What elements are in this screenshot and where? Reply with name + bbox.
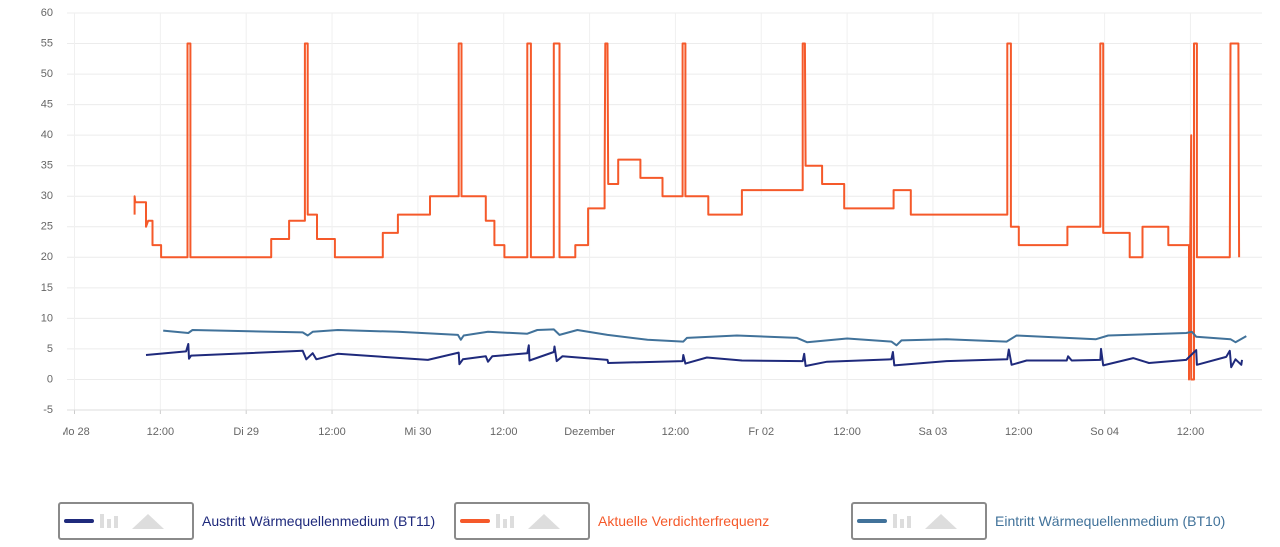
x-axis: Mo 28 12:00 Di 29 12:00 Mi 30 12:00 Dezember 12…	[59, 410, 1205, 438]
legend-bar-icon	[503, 519, 507, 528]
x-tick-label: 12:00	[833, 426, 861, 438]
legend-area-icon	[528, 514, 560, 529]
legend-bar-icon	[114, 516, 118, 528]
y-tick-label: 15	[41, 282, 53, 294]
y-tick-label: 30	[41, 190, 53, 202]
x-tick-label: 12:00	[1177, 426, 1205, 438]
y-tick-label: 40	[41, 129, 53, 141]
legend-label: Eintritt Wärmequellenmedium (BT10)	[995, 513, 1226, 529]
y-tick-label: 50	[41, 68, 53, 80]
y-tick-label: 55	[41, 37, 53, 49]
x-tick-label: Mi 30	[404, 426, 431, 438]
legend-bar-icon	[107, 519, 111, 528]
x-tick-label: 12:00	[662, 426, 690, 438]
y-tick-label: -5	[43, 404, 53, 416]
legend-swatch	[58, 502, 194, 540]
legend-bar-icon	[496, 514, 500, 528]
y-tick-label: 0	[47, 373, 53, 385]
series-line	[145, 343, 1243, 369]
chart: Mo 28 12:00 Di 29 12:00 Mi 30 12:00 Dezember 12…	[41, 7, 1262, 438]
legend-swatch	[851, 502, 987, 540]
y-tick-label: 45	[41, 99, 53, 111]
legend-item[interactable]: Eintritt Wärmequellenmedium (BT10)	[851, 502, 1235, 540]
legend-area-icon	[925, 514, 957, 529]
legend-item[interactable]: Aktuelle Verdichterfrequenz	[454, 502, 838, 540]
x-tick-label: Fr 02	[748, 426, 774, 438]
y-tick-label: 10	[41, 312, 53, 324]
x-tick-label: 12:00	[490, 426, 518, 438]
legend-area-icon	[132, 514, 164, 529]
y-tick-label: 60	[41, 7, 53, 19]
legend-bar-icon	[893, 514, 897, 528]
series-line	[133, 42, 1241, 381]
x-tick-label: 12:00	[1005, 426, 1033, 438]
legend-bar-icon	[510, 516, 514, 528]
x-tick-label: Mo 28	[59, 426, 90, 438]
x-tick-label: So 04	[1090, 426, 1119, 438]
y-tick-label: 25	[41, 221, 53, 233]
legend-label: Aktuelle Verdichterfrequenz	[598, 513, 770, 529]
legend-bar-icon	[900, 519, 904, 528]
legend-label: Austritt Wärmequellenmedium (BT11)	[202, 513, 436, 529]
y-tick-label: 5	[47, 343, 53, 355]
legend-swatch	[454, 502, 590, 540]
y-tick-label: 20	[41, 251, 53, 263]
series-line	[163, 328, 1247, 347]
x-tick-label: Sa 03	[919, 426, 948, 438]
x-tick-label: Di 29	[233, 426, 259, 438]
legend-bar-icon	[100, 514, 104, 528]
y-tick-label: 35	[41, 160, 53, 172]
legend-bar-icon	[907, 516, 911, 528]
x-tick-label: Dezember	[564, 426, 615, 438]
x-tick-label: 12:00	[318, 426, 346, 438]
legend-item[interactable]: Austritt Wärmequellenmedium (BT11)	[58, 502, 442, 540]
x-tick-label: 12:00	[147, 426, 175, 438]
